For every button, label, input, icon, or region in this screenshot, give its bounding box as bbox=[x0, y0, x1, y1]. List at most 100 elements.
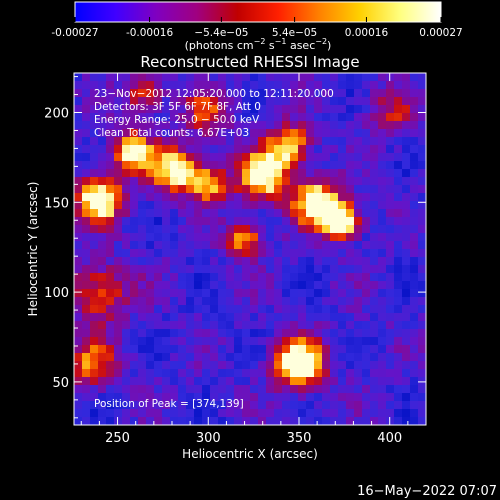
heatmap-cell bbox=[370, 289, 379, 298]
heatmap-cell bbox=[226, 97, 235, 106]
colorbar-tick-label: 0.00016 bbox=[345, 27, 389, 39]
heatmap-cell bbox=[170, 353, 179, 362]
heatmap-cell bbox=[298, 369, 307, 378]
heatmap-cell bbox=[402, 337, 411, 346]
heatmap-cell bbox=[258, 345, 267, 354]
heatmap-cell bbox=[122, 225, 131, 234]
x-axis: 250 300 350 400 bbox=[80, 73, 427, 446]
heatmap-cell bbox=[346, 393, 355, 402]
heatmap-cell bbox=[146, 289, 155, 298]
heatmap-cell bbox=[322, 129, 331, 138]
heatmap-cell bbox=[242, 161, 251, 170]
heatmap-cell bbox=[258, 121, 267, 130]
heatmap-cell bbox=[186, 129, 195, 138]
heatmap-cell bbox=[210, 185, 219, 194]
heatmap-cell bbox=[154, 177, 163, 186]
heatmap-cell bbox=[154, 401, 163, 410]
heatmap-cell bbox=[82, 161, 91, 170]
colorbar-tick-label: -0.00016 bbox=[126, 27, 174, 39]
heatmap-cell bbox=[234, 169, 243, 178]
heatmap-cell bbox=[122, 121, 131, 130]
heatmap-cell bbox=[402, 281, 411, 290]
heatmap-cell bbox=[258, 185, 267, 194]
heatmap-cell bbox=[138, 297, 147, 306]
heatmap-cell bbox=[82, 361, 91, 370]
heatmap-cell bbox=[98, 145, 107, 154]
heatmap-cell bbox=[402, 81, 411, 90]
heatmap-cell bbox=[226, 273, 235, 282]
heatmap-cell bbox=[298, 417, 307, 425]
heatmap-cell bbox=[410, 313, 419, 322]
heatmap-cell bbox=[330, 385, 339, 394]
heatmap-cell bbox=[218, 257, 227, 266]
heatmap-cell bbox=[122, 185, 131, 194]
heatmap-cell bbox=[234, 281, 243, 290]
heatmap-cell bbox=[266, 353, 275, 362]
heatmap-cell bbox=[338, 225, 347, 234]
heatmap-cell bbox=[154, 97, 163, 106]
heatmap-cell bbox=[154, 409, 163, 418]
heatmap-cell bbox=[370, 353, 379, 362]
heatmap-cell bbox=[146, 209, 155, 218]
heatmap-cell bbox=[250, 353, 259, 362]
heatmap-cell bbox=[290, 337, 299, 346]
heatmap-cell bbox=[354, 281, 363, 290]
heatmap-cell bbox=[122, 313, 131, 322]
heatmap-cell bbox=[402, 201, 411, 210]
heatmap-cell bbox=[154, 385, 163, 394]
heatmap-cell bbox=[306, 377, 315, 386]
heatmap-cell bbox=[226, 169, 235, 178]
overlay-energy-range: Energy Range: 25.0 − 50.0 keV bbox=[94, 114, 260, 126]
heatmap-cell bbox=[258, 337, 267, 346]
heatmap-cell bbox=[194, 353, 203, 362]
heatmap-cell bbox=[234, 225, 243, 234]
heatmap-cell bbox=[178, 105, 187, 114]
heatmap-cell bbox=[154, 337, 163, 346]
heatmap-cell bbox=[362, 225, 371, 234]
heatmap-cell bbox=[354, 137, 363, 146]
heatmap-cell bbox=[106, 121, 115, 130]
heatmap-cell bbox=[114, 225, 123, 234]
heatmap-cell bbox=[242, 249, 251, 258]
heatmap-cell bbox=[402, 249, 411, 258]
heatmap-cell bbox=[226, 297, 235, 306]
heatmap-cell bbox=[226, 113, 235, 122]
heatmap-cell bbox=[226, 209, 235, 218]
heatmap-cell bbox=[330, 273, 339, 282]
heatmap-cell bbox=[266, 289, 275, 298]
heatmap-cell bbox=[210, 385, 219, 394]
heatmap-cell bbox=[106, 153, 115, 162]
heatmap-cell bbox=[370, 89, 379, 98]
heatmap-cell bbox=[378, 289, 387, 298]
heatmap-cell bbox=[402, 193, 411, 202]
heatmap-cell bbox=[114, 169, 123, 178]
heatmap-cell bbox=[82, 329, 91, 338]
heatmap-cell bbox=[250, 297, 259, 306]
heatmap-cell bbox=[322, 225, 331, 234]
heatmap-cell bbox=[410, 129, 419, 138]
heatmap-cell bbox=[258, 361, 267, 370]
heatmap-cell bbox=[266, 377, 275, 386]
heatmap-cell bbox=[138, 273, 147, 282]
heatmap-cell bbox=[282, 369, 291, 378]
heatmap-cell bbox=[194, 81, 203, 90]
heatmap-cell bbox=[98, 385, 107, 394]
heatmap-cell bbox=[162, 113, 171, 122]
overlay-total-counts: Clean Total counts: 6.67E+03 bbox=[94, 127, 249, 139]
heatmap-cell bbox=[266, 169, 275, 178]
heatmap-cell bbox=[274, 257, 283, 266]
heatmap-cell bbox=[314, 313, 323, 322]
heatmap-cell bbox=[138, 193, 147, 202]
heatmap-cell bbox=[242, 105, 251, 114]
heatmap-cell bbox=[250, 361, 259, 370]
heatmap-cell bbox=[186, 273, 195, 282]
heatmap-cell bbox=[346, 201, 355, 210]
heatmap-cell bbox=[330, 161, 339, 170]
heatmap-cell bbox=[82, 353, 91, 362]
heatmap-cell bbox=[74, 337, 83, 346]
heatmap-cell bbox=[338, 89, 347, 98]
overlay-time-range: 23−Nov−2012 12:05:20.000 to 12:11:20.000 bbox=[94, 88, 334, 100]
heatmap-cell bbox=[138, 137, 147, 146]
heatmap-cell bbox=[234, 177, 243, 186]
heatmap-cell bbox=[314, 265, 323, 274]
